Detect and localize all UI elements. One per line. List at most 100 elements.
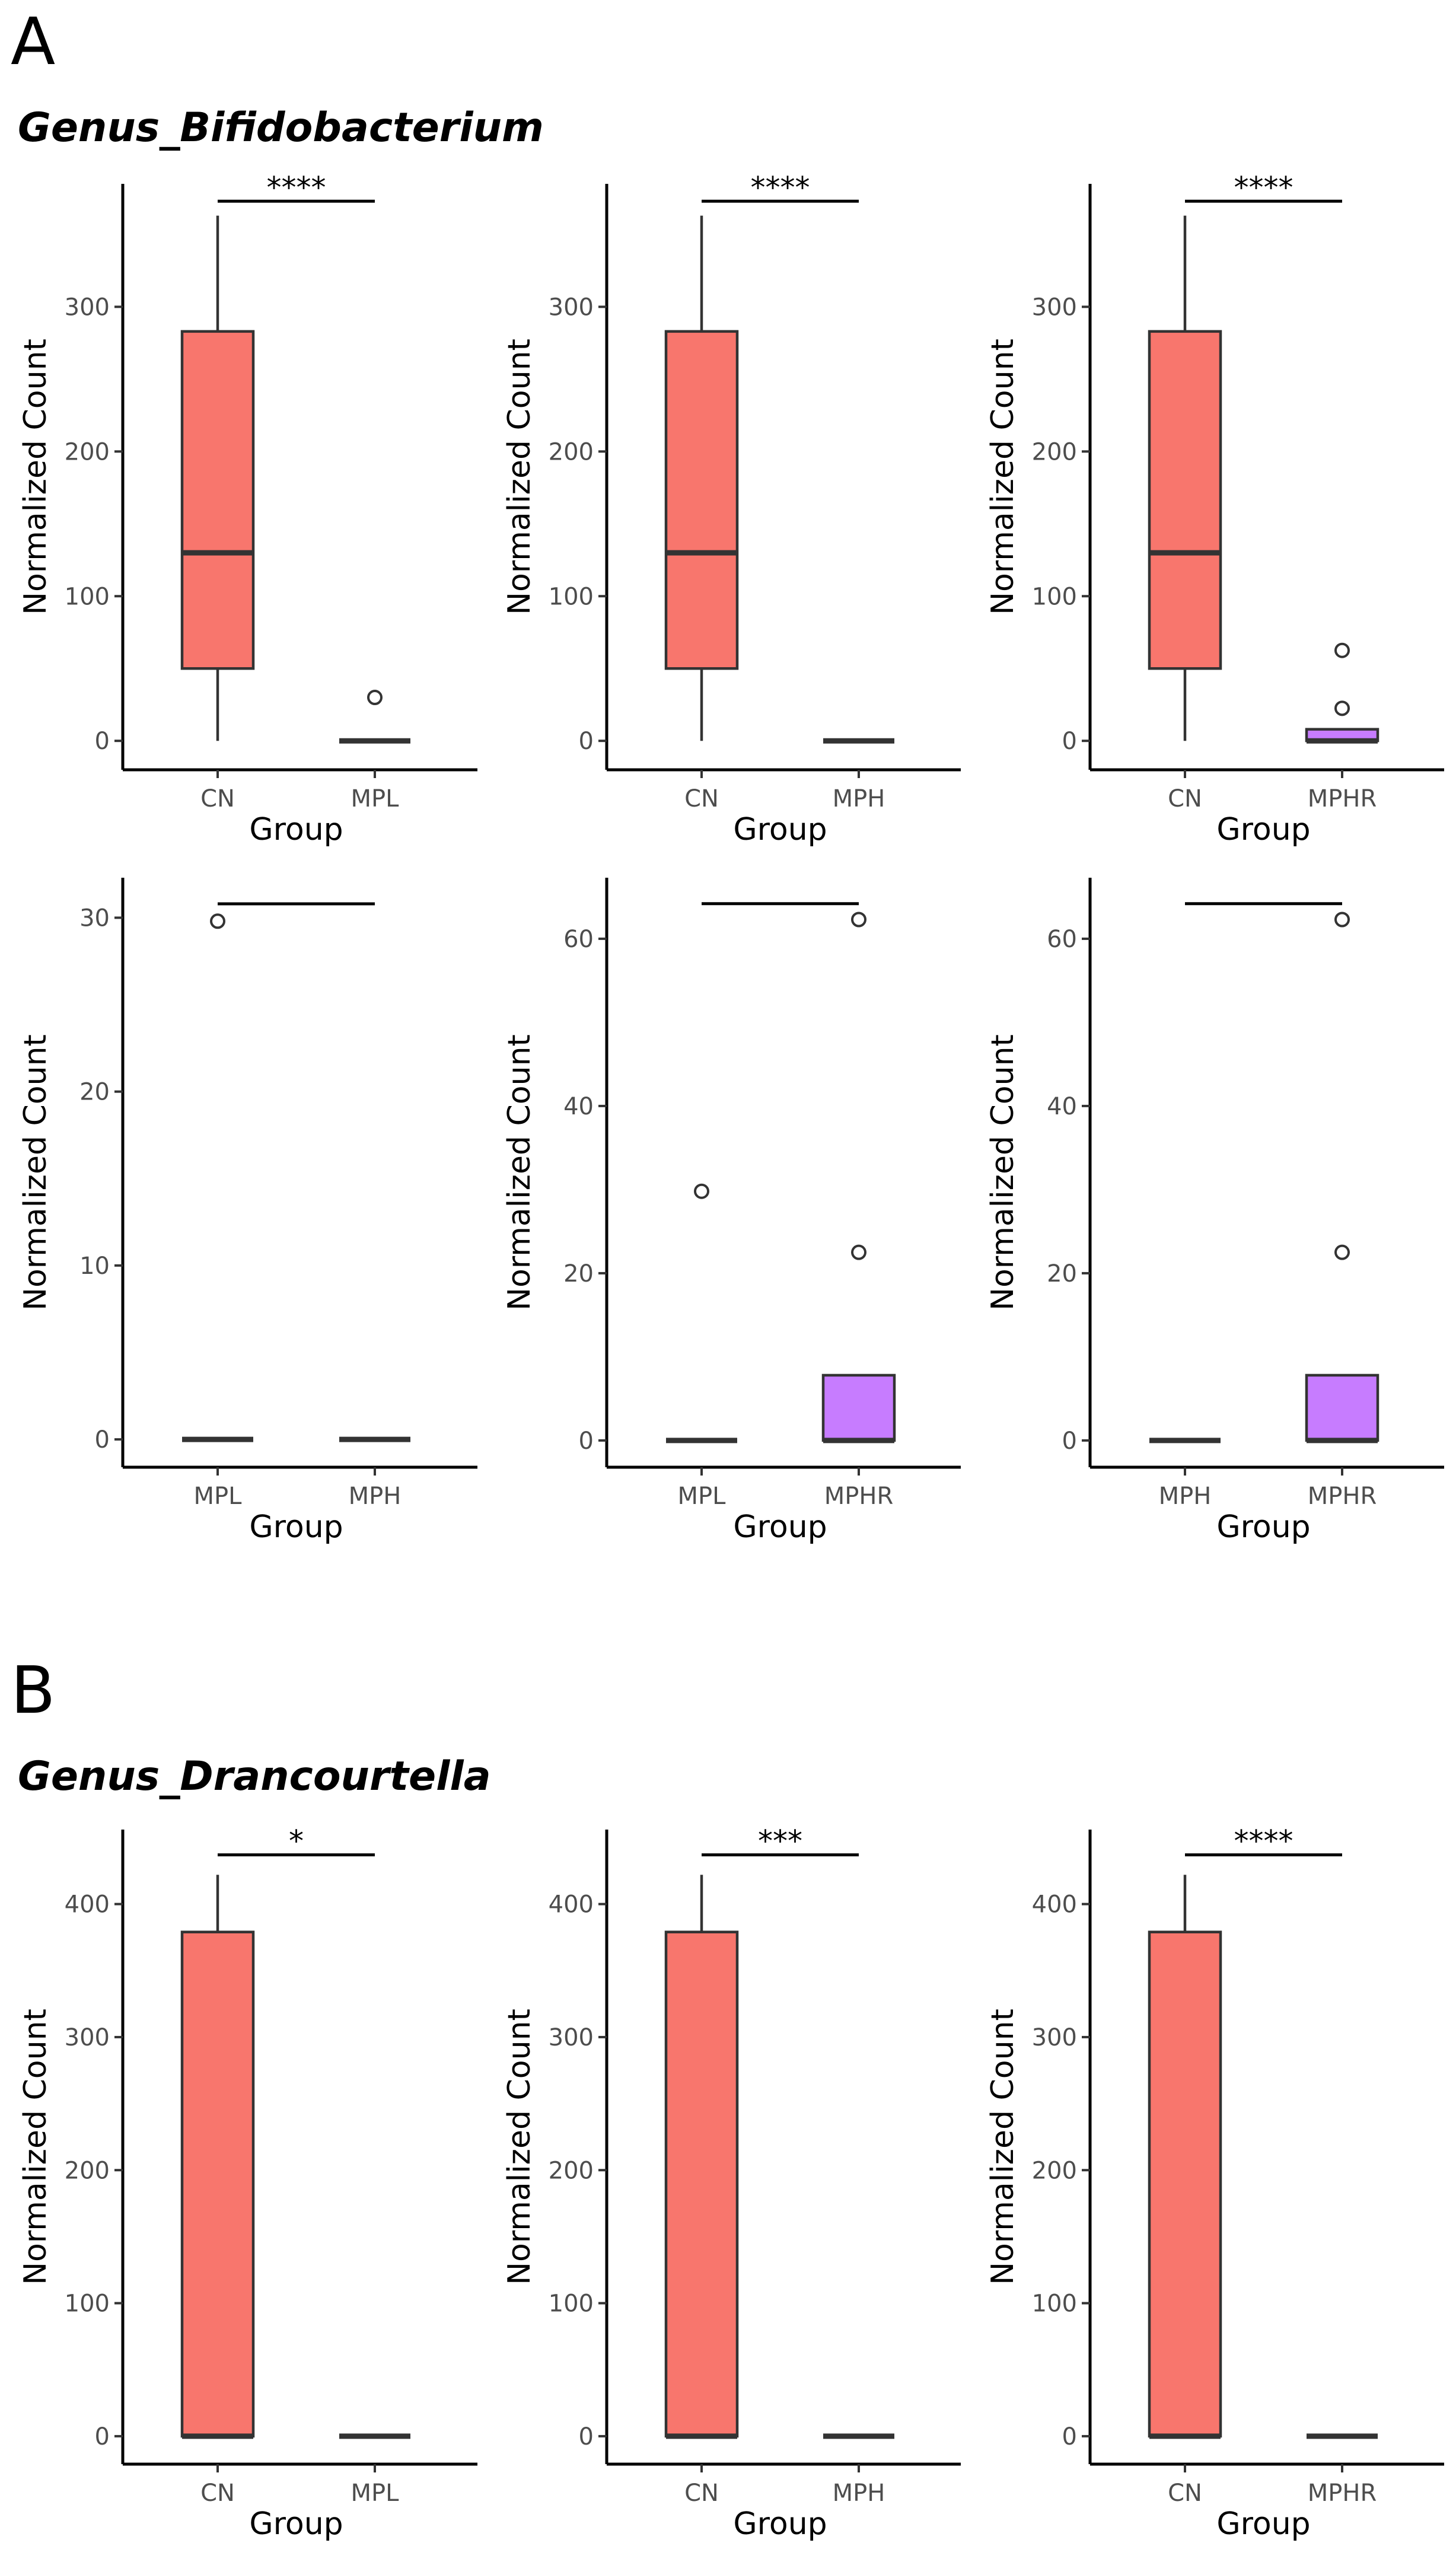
y-tick-label: 20 xyxy=(563,1260,594,1288)
y-tick-label: 20 xyxy=(1047,1260,1077,1288)
y-tick-label: 300 xyxy=(65,2024,110,2051)
y-tick-label: 200 xyxy=(1032,2157,1077,2184)
y-tick-label: 300 xyxy=(1032,294,1077,321)
x-axis-title: Group xyxy=(1216,1509,1310,1545)
box-mpl xyxy=(339,690,410,744)
x-tick-label: MPHR xyxy=(1308,1483,1377,1510)
box-mphr xyxy=(1305,642,1379,744)
y-tick-label: 100 xyxy=(65,2290,110,2318)
x-tick-label: MPH xyxy=(1159,1483,1212,1510)
y-tick-label: 200 xyxy=(549,2157,594,2184)
y-tick-label: 100 xyxy=(549,583,594,610)
y-tick-label: 100 xyxy=(65,583,110,610)
box-cn xyxy=(664,215,739,741)
y-tick-label: 10 xyxy=(79,1253,110,1280)
y-tick-label: 0 xyxy=(1062,728,1077,755)
x-tick-label: MPHR xyxy=(824,1483,894,1510)
x-tick-label: MPL xyxy=(351,785,400,812)
outlier-point xyxy=(367,690,383,706)
box-body xyxy=(821,1374,896,1442)
x-axis-title: Group xyxy=(249,2506,343,2542)
y-tick-label: 0 xyxy=(1062,1427,1077,1455)
y-tick-label: 0 xyxy=(579,728,594,755)
box-body xyxy=(664,330,739,670)
y-tick-label: 60 xyxy=(563,926,594,953)
outlier-point xyxy=(1334,912,1350,928)
y-tick-label: 200 xyxy=(1032,438,1077,466)
box-cn xyxy=(1148,1875,1222,2439)
y-tick-label: 300 xyxy=(549,294,594,321)
box-cn xyxy=(180,1875,255,2439)
box-body xyxy=(1305,1374,1379,1442)
x-tick-label: CN xyxy=(684,2480,719,2507)
y-tick-label: 0 xyxy=(579,1427,594,1455)
y-tick-label: 100 xyxy=(1032,583,1077,610)
x-tick-label: CN xyxy=(1168,2480,1202,2507)
x-axis-title: Group xyxy=(249,812,343,847)
x-axis-title: Group xyxy=(249,1509,343,1545)
y-axis-title: Normalized Count xyxy=(502,339,537,615)
outlier-point xyxy=(1334,642,1350,658)
outlier-point xyxy=(851,912,866,928)
section-a-title: Genus_Bifidobacterium xyxy=(18,104,544,151)
y-tick-label: 300 xyxy=(549,2024,594,2051)
significance-label: *** xyxy=(758,1824,802,1859)
x-tick-label: MPHR xyxy=(1308,2480,1377,2507)
y-axis-title: Normalized Count xyxy=(18,2009,53,2285)
x-tick-label: MPHR xyxy=(1308,785,1377,812)
significance-label: **** xyxy=(1234,170,1293,205)
x-axis-title: Group xyxy=(733,2506,827,2542)
y-tick-label: 60 xyxy=(1047,926,1077,953)
x-tick-label: CN xyxy=(1168,785,1202,812)
box-mphr xyxy=(1305,912,1379,1443)
x-axis-title: Group xyxy=(733,1509,827,1545)
x-tick-label: CN xyxy=(684,785,719,812)
box-panel-7: 0 100 200 300 400 CN MPL Group Normalized Count * xyxy=(18,1824,477,2542)
y-tick-label: 200 xyxy=(65,2157,110,2184)
panel-letter-a: A xyxy=(11,4,55,79)
y-tick-label: 400 xyxy=(65,1891,110,1919)
y-tick-label: 30 xyxy=(79,904,110,932)
y-tick-label: 40 xyxy=(1047,1093,1077,1120)
y-tick-label: 40 xyxy=(563,1093,594,1120)
y-tick-label: 0 xyxy=(1062,2423,1077,2451)
x-tick-label: MPL xyxy=(194,1483,243,1510)
outlier-point xyxy=(694,1183,709,1199)
box-body xyxy=(180,330,255,670)
x-axis-title: Group xyxy=(1216,812,1310,847)
x-tick-label: MPH xyxy=(833,2480,885,2507)
y-tick-label: 0 xyxy=(95,1426,110,1454)
x-tick-label: MPH xyxy=(833,785,885,812)
y-tick-label: 200 xyxy=(65,438,110,466)
y-axis-title: Normalized Count xyxy=(985,2009,1021,2285)
x-tick-label: CN xyxy=(200,2480,235,2507)
x-axis-title: Group xyxy=(733,812,827,847)
x-axis-title: Group xyxy=(1216,2506,1310,2542)
y-tick-label: 300 xyxy=(1032,2024,1077,2051)
y-tick-label: 0 xyxy=(95,2423,110,2451)
box-mpl xyxy=(666,1183,737,1443)
y-tick-label: 20 xyxy=(79,1079,110,1106)
box-cn xyxy=(180,215,255,741)
y-tick-label: 0 xyxy=(95,728,110,755)
y-axis-title: Normalized Count xyxy=(502,1034,537,1311)
significance-label: **** xyxy=(267,170,326,205)
y-tick-label: 200 xyxy=(549,438,594,466)
y-tick-label: 100 xyxy=(1032,2290,1077,2318)
box-mphr xyxy=(821,912,896,1443)
y-axis-title: Normalized Count xyxy=(985,1034,1021,1311)
box-cn xyxy=(1148,215,1222,741)
box-body xyxy=(664,1930,739,2438)
y-axis-title: Normalized Count xyxy=(985,339,1021,615)
box-body xyxy=(1148,1930,1222,2438)
box-cn xyxy=(664,1875,739,2439)
box-body xyxy=(1148,330,1222,670)
y-tick-label: 400 xyxy=(549,1891,594,1919)
